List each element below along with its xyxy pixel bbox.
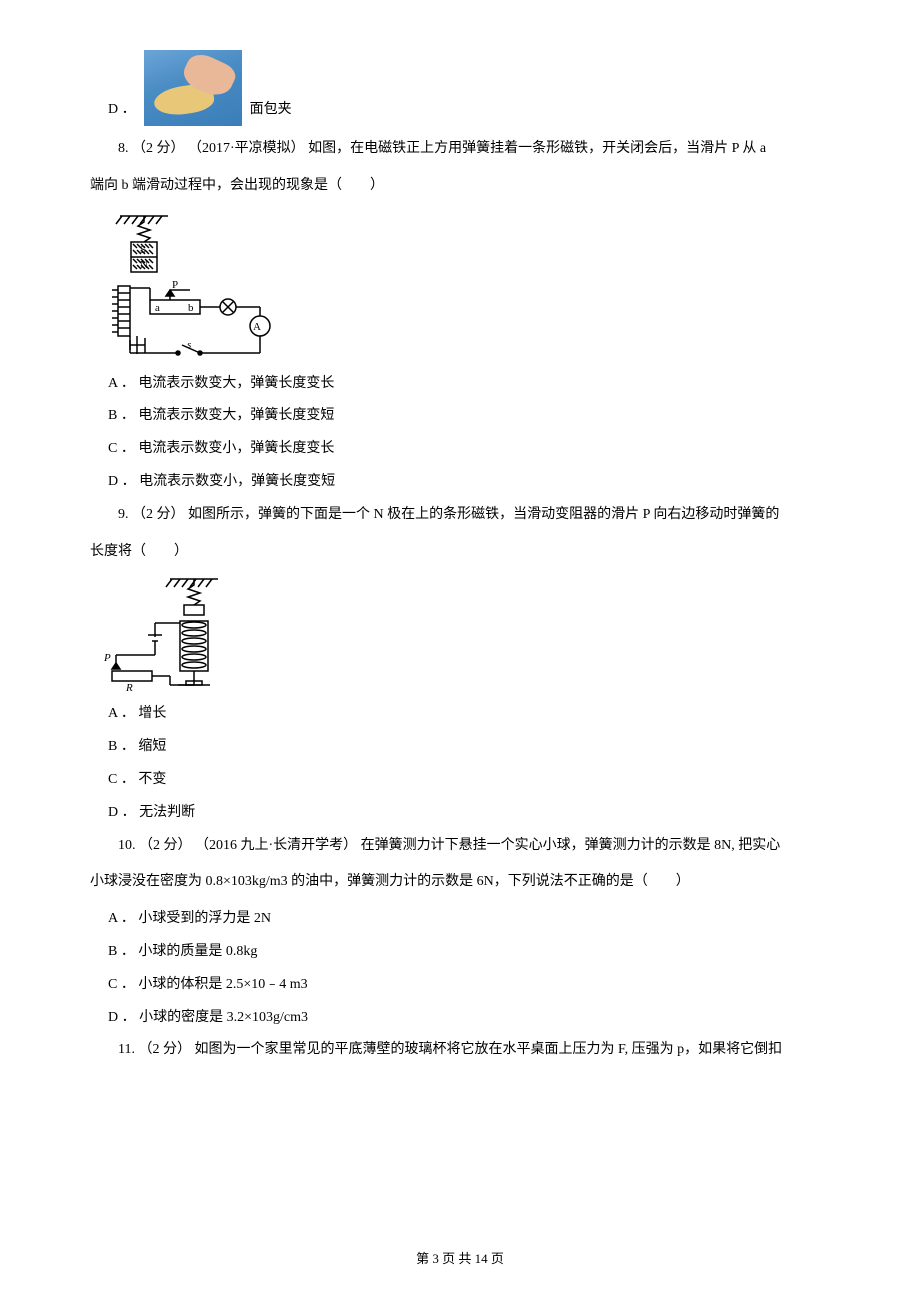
q8-circuit-svg: S N P a b s A <box>100 208 280 363</box>
q10-stem: 10. （2 分） （2016 九上·长清开学考） 在弹簧测力计下悬挂一个实心小… <box>90 831 850 862</box>
q10-source: （2016 九上·长清开学考） <box>195 838 357 853</box>
q10-text: 在弹簧测力计下悬挂一个实心小球，弹簧测力计的示数是 8N, 把实心 <box>361 838 781 853</box>
option-d-text: 面包夹 <box>250 95 292 126</box>
q8-option-a: A ． 电流表示数变大，弹簧长度变长 <box>108 369 850 400</box>
q8-text: 如图，在电磁铁正上方用弹簧挂着一条形磁铁，开关闭会后，当滑片 P 从 a <box>308 141 766 156</box>
q8-stem: 8. （2 分） （2017·平凉模拟） 如图，在电磁铁正上方用弹簧挂着一条形磁… <box>90 134 850 165</box>
d8-label-s: S <box>140 244 146 256</box>
q8-option-c: C ． 电流表示数变小，弹簧长度变长 <box>108 434 850 465</box>
q11-points: （2 分） <box>138 1042 191 1057</box>
q9-stem2: 长度将（ ） <box>90 537 850 568</box>
q7-option-d: D ． 面包夹 <box>108 50 850 126</box>
q10-option-a: A ． 小球受到的浮力是 2N <box>108 904 850 935</box>
q9-points: （2 分） <box>132 507 185 522</box>
q9-prefix: 9. <box>118 507 129 522</box>
q9-option-a: A ． 增长 <box>108 699 850 730</box>
page-footer: 第 3 页 共 14 页 <box>0 1245 920 1274</box>
d9-label-p: P <box>103 652 111 664</box>
q9-option-d: D ． 无法判断 <box>108 798 850 829</box>
q10-option-b: B ． 小球的质量是 0.8kg <box>108 937 850 968</box>
q9-text: 如图所示，弹簧的下面是一个 N 极在上的条形磁铁，当滑动变阻器的滑片 P 向右边… <box>188 507 779 522</box>
d9-label-r: R <box>125 682 133 693</box>
bread-clip-image <box>144 50 242 126</box>
q10-stem2: 小球浸没在密度为 0.8×103kg/m3 的油中，弹簧测力计的示数是 6N，下… <box>90 867 850 898</box>
d8-label-b: b <box>188 302 194 314</box>
q10-points: （2 分） <box>139 838 192 853</box>
q8-option-b: B ． 电流表示数变大，弹簧长度变短 <box>108 401 850 432</box>
q8-points: （2 分） <box>132 141 185 156</box>
q10-prefix: 10. <box>118 838 136 853</box>
q8-diagram: S N P a b s A <box>100 208 850 363</box>
d8-label-switch: s <box>187 339 191 351</box>
q9-option-c: C ． 不变 <box>108 765 850 796</box>
q11-stem: 11. （2 分） 如图为一个家里常见的平底薄壁的玻璃杯将它放在水平桌面上压力为… <box>90 1035 850 1066</box>
q8-prefix: 8. <box>118 141 129 156</box>
q10-option-c: C ． 小球的体积是 2.5×10﹣4 m3 <box>108 970 850 1001</box>
q8-option-d: D ． 电流表示数变小，弹簧长度变短 <box>108 467 850 498</box>
q8-stem2: 端向 b 端滑动过程中，会出现的现象是（ ） <box>90 171 850 202</box>
q9-circuit-svg: P R <box>100 573 230 693</box>
d8-label-a: a <box>155 302 160 314</box>
q9-stem: 9. （2 分） 如图所示，弹簧的下面是一个 N 极在上的条形磁铁，当滑动变阻器… <box>90 500 850 531</box>
q10-option-d: D ． 小球的密度是 3.2×103g/cm3 <box>108 1003 850 1034</box>
q9-option-b: B ． 缩短 <box>108 732 850 763</box>
d8-label-ammeter: A <box>253 321 261 333</box>
q8-source: （2017·平凉模拟） <box>188 141 305 156</box>
q11-text: 如图为一个家里常见的平底薄壁的玻璃杯将它放在水平桌面上压力为 F, 压强为 p，… <box>194 1042 782 1057</box>
q9-diagram: P R <box>100 573 850 693</box>
q11-prefix: 11. <box>118 1042 135 1057</box>
option-d-label: D ． <box>108 95 136 126</box>
d8-label-p: P <box>172 279 178 291</box>
d8-label-n: N <box>140 259 148 271</box>
